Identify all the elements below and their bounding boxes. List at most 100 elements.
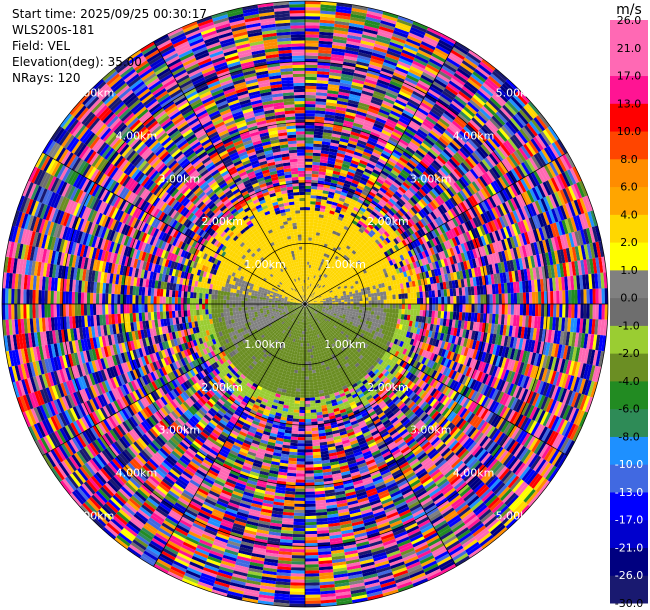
gate-cell	[340, 191, 348, 197]
gate-cell	[378, 76, 391, 84]
gate-cell	[476, 130, 488, 142]
gate-cell	[331, 264, 336, 269]
gate-cell	[427, 213, 435, 222]
gate-cell	[351, 81, 364, 88]
gate-cell	[371, 296, 375, 301]
gate-cell	[341, 261, 346, 266]
gate-cell	[337, 265, 342, 270]
gate-cell	[426, 166, 436, 176]
gate-cell	[342, 160, 351, 166]
gate-cell	[318, 267, 321, 271]
gate-cell	[447, 304, 451, 312]
gate-cell	[305, 85, 317, 90]
gate-cell	[389, 80, 403, 89]
gate-cell	[316, 86, 328, 90]
gate-cell	[316, 287, 320, 291]
gate-cell	[447, 209, 455, 220]
gate-cell	[446, 82, 460, 94]
gate-cell	[409, 234, 416, 242]
gate-cell	[325, 225, 331, 230]
gate-cell	[391, 313, 396, 319]
gate-cell	[363, 259, 369, 265]
gate-cell	[411, 233, 418, 241]
gate-cell	[478, 87, 492, 100]
gate-cell	[317, 65, 330, 69]
gate-cell	[427, 150, 437, 160]
gate-cell	[448, 80, 462, 91]
gate-cell	[379, 291, 384, 297]
gate-cell	[354, 262, 359, 267]
gate-cell	[383, 205, 391, 212]
gate-cell	[376, 178, 385, 185]
gate-cell	[391, 258, 397, 265]
gate-cell	[412, 90, 425, 100]
gate-cell	[318, 274, 322, 278]
gate-cell	[365, 234, 372, 240]
gate-cell	[382, 100, 394, 108]
gate-cell	[331, 272, 335, 277]
gate-cell	[410, 93, 424, 102]
gate-cell	[321, 196, 328, 201]
gate-cell	[317, 220, 323, 224]
gate-cell	[334, 17, 350, 23]
gate-cell	[377, 175, 386, 182]
gate-cell	[566, 169, 577, 185]
gate-cell	[381, 129, 392, 137]
gate-cell	[312, 284, 315, 288]
gate-cell	[339, 141, 349, 146]
gate-cell	[444, 129, 455, 140]
gate-cell	[368, 261, 374, 267]
gate-cell	[491, 133, 503, 146]
gate-cell	[498, 176, 508, 189]
gate-cell	[330, 56, 344, 62]
gate-cell	[395, 123, 407, 131]
gate-cell	[496, 163, 506, 176]
gate-cell	[537, 133, 549, 148]
gate-cell	[480, 304, 484, 314]
gate-cell	[401, 205, 409, 213]
gate-cell	[361, 273, 366, 279]
gate-cell	[368, 297, 372, 301]
gate-cell	[311, 176, 319, 181]
gate-cell	[350, 159, 360, 166]
gate-cell	[461, 145, 472, 156]
gate-cell	[504, 304, 508, 315]
gate-cell	[397, 209, 405, 217]
gate-cell	[315, 235, 320, 239]
gate-cell	[361, 154, 371, 161]
gate-cell	[406, 125, 418, 134]
gate-cell	[459, 88, 473, 100]
gate-cell	[449, 122, 462, 133]
gate-cell	[377, 137, 388, 145]
gate-cell	[320, 271, 324, 276]
gate-cell	[371, 219, 378, 226]
gate-cell	[313, 143, 322, 148]
gate-cell	[449, 141, 460, 152]
gate-cell	[350, 87, 363, 94]
gate-cell	[309, 225, 314, 229]
gate-cell	[475, 112, 488, 124]
gate-cell	[519, 304, 524, 316]
gate-cell	[427, 202, 435, 212]
gate-cell	[386, 89, 399, 97]
gate-cell	[515, 165, 526, 179]
gate-cell	[352, 259, 357, 264]
gate-cell	[309, 298, 313, 301]
gate-cell	[315, 92, 328, 97]
gate-cell	[346, 37, 362, 44]
gate-cell	[333, 214, 339, 220]
gate-cell	[428, 58, 443, 68]
gate-cell	[317, 284, 321, 288]
gate-cell	[350, 261, 355, 266]
gate-cell	[332, 300, 336, 303]
gate-cell	[314, 244, 318, 248]
gate-cell	[458, 164, 468, 175]
gate-cell	[362, 171, 371, 178]
gate-cell	[598, 288, 602, 304]
gate-cell	[403, 203, 411, 211]
gate-cell	[474, 164, 484, 176]
gate-cell	[319, 268, 323, 272]
gate-cell	[510, 152, 521, 166]
gate-cell	[341, 275, 346, 280]
gate-cell	[312, 152, 321, 157]
